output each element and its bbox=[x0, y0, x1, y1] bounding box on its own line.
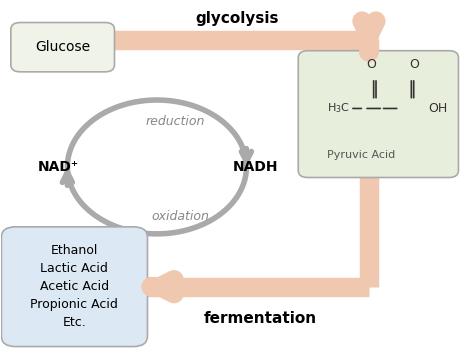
Text: NADH: NADH bbox=[233, 160, 279, 174]
Text: oxidation: oxidation bbox=[152, 210, 210, 223]
Text: Pyruvic Acid: Pyruvic Acid bbox=[327, 150, 395, 160]
Text: NAD⁺: NAD⁺ bbox=[37, 160, 79, 174]
FancyBboxPatch shape bbox=[298, 51, 458, 178]
Text: O: O bbox=[409, 58, 419, 71]
Text: glycolysis: glycolysis bbox=[195, 11, 279, 27]
FancyBboxPatch shape bbox=[1, 227, 147, 346]
Text: reduction: reduction bbox=[146, 115, 205, 128]
Text: Ethanol
Lactic Acid
Acetic Acid
Propionic Acid
Etc.: Ethanol Lactic Acid Acetic Acid Propioni… bbox=[30, 244, 118, 329]
Text: fermentation: fermentation bbox=[204, 311, 317, 326]
FancyBboxPatch shape bbox=[11, 22, 115, 72]
Text: Glucose: Glucose bbox=[35, 40, 90, 54]
Text: H$_3$C: H$_3$C bbox=[327, 102, 349, 115]
Text: O: O bbox=[366, 58, 376, 71]
Text: OH: OH bbox=[428, 102, 447, 115]
